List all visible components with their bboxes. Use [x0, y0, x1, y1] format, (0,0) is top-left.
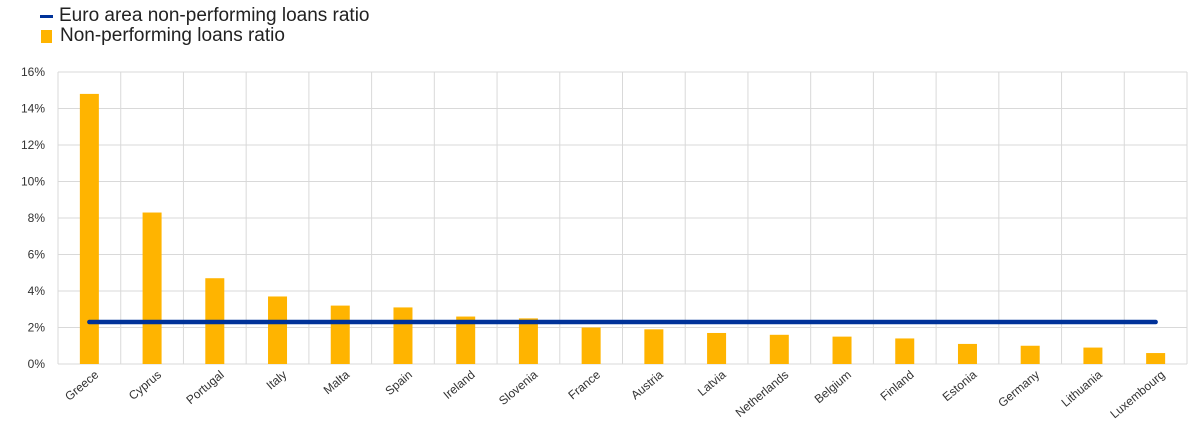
- legend-label-euro-area: Euro area non-performing loans ratio: [59, 5, 370, 26]
- bar: [769, 334, 789, 364]
- x-tick-label: Ireland: [441, 368, 478, 402]
- bar: [1020, 345, 1040, 364]
- x-tick-label: Netherlands: [733, 368, 792, 420]
- legend-bar-swatch: [41, 29, 52, 43]
- x-tick-label: Belgium: [812, 368, 854, 407]
- legend-item-npl-ratio: Non-performing loans ratio: [40, 26, 370, 46]
- y-tick-label: 14%: [21, 102, 45, 116]
- x-tick-label: Lithuania: [1059, 367, 1106, 409]
- bar: [456, 316, 476, 364]
- x-tick-label: Slovenia: [496, 367, 541, 408]
- legend-item-euro-area: Euro area non-performing loans ratio: [40, 6, 370, 26]
- bar: [518, 318, 538, 364]
- y-tick-label: 6%: [28, 248, 46, 262]
- x-tick-label: Finland: [878, 368, 917, 404]
- bar: [832, 336, 852, 364]
- y-tick-label: 12%: [21, 138, 45, 152]
- bar: [79, 93, 99, 365]
- y-tick-label: 10%: [21, 175, 45, 189]
- x-tick-label: Greece: [62, 367, 101, 403]
- legend-line-swatch: [40, 14, 53, 18]
- chart-legend: Euro area non-performing loans ratio Non…: [40, 6, 370, 46]
- bar: [707, 332, 727, 364]
- x-tick-label: Germany: [995, 368, 1042, 410]
- y-tick-label: 2%: [28, 321, 46, 335]
- bar: [142, 212, 162, 364]
- x-tick-label: Austria: [628, 367, 666, 402]
- chart-grid: [57, 71, 1188, 365]
- legend-label-npl-ratio: Non-performing loans ratio: [60, 25, 285, 46]
- bar: [581, 327, 601, 364]
- x-tick-label: Latvia: [695, 367, 729, 399]
- bar: [957, 343, 977, 364]
- y-tick-label: 4%: [28, 284, 46, 298]
- bar: [393, 307, 413, 364]
- y-tick-label: 8%: [28, 211, 46, 225]
- bar: [268, 296, 288, 364]
- bar: [644, 329, 664, 364]
- x-tick-label: Portugal: [183, 368, 226, 407]
- y-axis: 0% 2% 4% 6% 8% 10% 12% 14% 16%: [21, 65, 45, 371]
- x-tick-label: Spain: [382, 368, 415, 398]
- x-tick-label: France: [565, 367, 603, 402]
- bar: [330, 305, 350, 364]
- x-tick-label: Estonia: [940, 367, 980, 404]
- bar: [895, 338, 915, 364]
- bar: [1146, 353, 1166, 364]
- y-tick-label: 0%: [28, 357, 46, 371]
- x-tick-label: Cyprus: [126, 368, 164, 403]
- x-tick-label: Malta: [321, 367, 353, 397]
- x-tick-label: Italy: [264, 368, 290, 393]
- x-tick-label: Luxembourg: [1107, 368, 1167, 422]
- y-tick-label: 16%: [21, 65, 45, 79]
- bar: [1083, 347, 1103, 364]
- x-axis: Greece Cyprus Portugal Italy Malta Spain Irela…: [62, 367, 1167, 421]
